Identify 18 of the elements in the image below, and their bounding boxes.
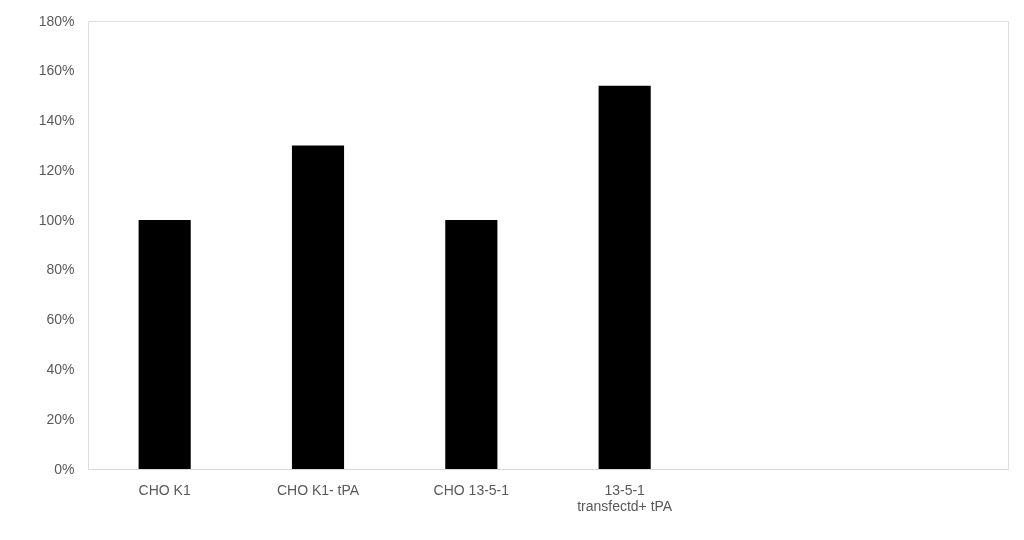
y-tick-label: 80%: [46, 261, 75, 278]
bar: [598, 85, 651, 469]
y-tick-label: 0%: [54, 460, 75, 477]
x-tick-label: CHO 13-5-1: [433, 481, 510, 498]
x-tick-label: 13-5-1 transfectd+ tPA: [577, 481, 673, 514]
y-tick-label: 180%: [38, 12, 75, 29]
bar: [445, 220, 498, 469]
bar: [138, 220, 191, 469]
y-tick-label: 100%: [38, 211, 75, 228]
y-tick-label: 160%: [38, 62, 75, 79]
y-tick-label: 40%: [46, 360, 75, 377]
y-tick-label: 20%: [46, 410, 75, 427]
y-tick-label: 60%: [46, 311, 75, 328]
x-tick-label: CHO K1: [138, 481, 191, 498]
y-tick-label: 120%: [38, 161, 75, 178]
bar: [291, 145, 345, 469]
x-tick-label: CHO K1- tPA: [276, 481, 360, 498]
y-tick-label: 140%: [38, 112, 75, 129]
